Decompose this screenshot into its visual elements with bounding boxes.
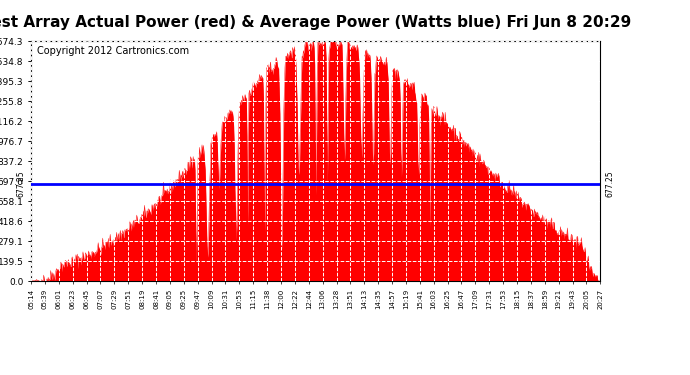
- Text: Copyright 2012 Cartronics.com: Copyright 2012 Cartronics.com: [37, 46, 189, 56]
- Text: West Array Actual Power (red) & Average Power (Watts blue) Fri Jun 8 20:29: West Array Actual Power (red) & Average …: [0, 15, 632, 30]
- Text: 677.25: 677.25: [606, 171, 615, 198]
- Text: 677.25: 677.25: [17, 171, 26, 198]
